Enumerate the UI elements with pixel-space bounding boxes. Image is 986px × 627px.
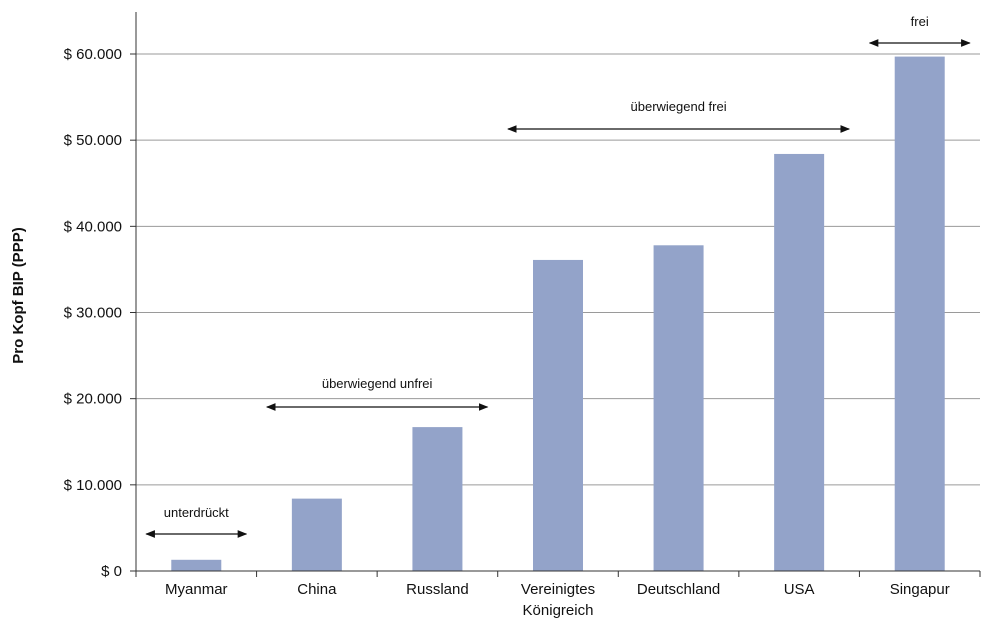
y-tick-label: $ 40.000 [64,218,122,235]
bar [291,498,342,571]
annotation-label: unterdrückt [164,505,229,520]
bar [412,427,463,571]
y-tick-label: $ 0 [101,563,122,580]
annotation-label: überwiegend unfrei [322,376,433,391]
x-tick-label: Singapur [890,581,950,598]
bar [171,559,222,571]
bars [171,56,945,572]
y-tick-label: $ 30.000 [64,305,122,322]
y-tick-label: $ 50.000 [64,132,122,149]
annotations: unterdrückt überwiegend unfrei überwiegend… [145,14,971,538]
annotation-label: frei [911,14,929,29]
bar [774,153,825,571]
x-tick-label: Russland [406,581,469,598]
x-tick-label: Königreich [523,602,594,619]
x-tick-label: China [297,581,337,598]
y-axis-title: Pro Kopf BIP (PPP) [10,227,27,363]
annotation-label: überwiegend frei [631,99,727,114]
bar [533,259,583,571]
bar [653,245,704,572]
axes [130,12,981,577]
y-tick-label: $ 20.000 [64,391,122,408]
x-tick-label: Deutschland [637,581,720,598]
labels: $ 0 $ 10.000 $ 20.000 $ 30.000 $ 40.000 $ 50.… [64,46,950,619]
x-tick-label: Vereinigtes [521,581,595,598]
x-tick-label: USA [784,581,815,598]
y-tick-label: $ 60.000 [64,46,122,63]
bar [894,56,945,571]
x-tick-label: Myanmar [165,581,228,598]
y-tick-label: $ 10.000 [64,477,122,494]
